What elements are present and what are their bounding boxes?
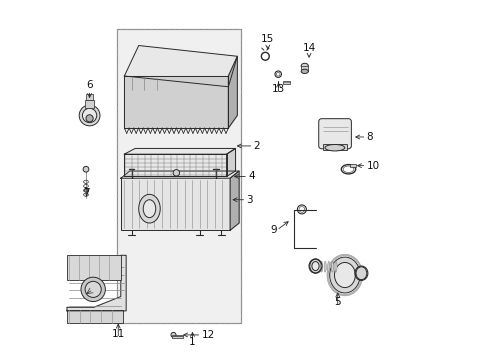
Bar	[301, 66, 308, 71]
Bar	[67, 255, 121, 280]
Text: 5: 5	[334, 297, 340, 307]
Polygon shape	[230, 171, 239, 230]
Text: 7: 7	[82, 188, 89, 198]
Text: 8: 8	[366, 132, 372, 142]
Ellipse shape	[301, 69, 308, 73]
Bar	[124, 154, 226, 176]
Bar	[67, 310, 122, 323]
Polygon shape	[117, 30, 241, 323]
Ellipse shape	[81, 277, 105, 302]
Ellipse shape	[320, 261, 322, 272]
Text: 3: 3	[246, 195, 252, 205]
Text: 11: 11	[111, 329, 124, 338]
Polygon shape	[124, 76, 228, 128]
Ellipse shape	[301, 63, 308, 69]
Ellipse shape	[309, 259, 321, 273]
Text: 14: 14	[302, 43, 315, 53]
Text: 13: 13	[271, 84, 285, 94]
Bar	[121, 178, 230, 230]
Polygon shape	[226, 148, 235, 176]
Text: 1: 1	[189, 337, 195, 347]
Ellipse shape	[171, 332, 176, 337]
Text: 15: 15	[261, 34, 274, 44]
Ellipse shape	[86, 115, 93, 122]
Text: 9: 9	[269, 225, 276, 235]
Bar	[124, 154, 226, 176]
Bar	[85, 100, 94, 108]
Polygon shape	[121, 171, 239, 178]
Polygon shape	[67, 255, 126, 311]
Ellipse shape	[327, 261, 329, 272]
Ellipse shape	[355, 267, 366, 280]
Text: 2: 2	[253, 141, 260, 151]
Ellipse shape	[311, 262, 319, 271]
Bar	[349, 164, 355, 167]
Ellipse shape	[85, 281, 101, 297]
Text: 10: 10	[366, 161, 379, 171]
Ellipse shape	[334, 262, 355, 288]
Ellipse shape	[324, 261, 325, 272]
Ellipse shape	[139, 194, 160, 223]
Ellipse shape	[325, 144, 344, 151]
Text: 6: 6	[86, 80, 93, 90]
Text: 12: 12	[201, 330, 214, 340]
Bar	[282, 81, 290, 84]
Bar	[322, 144, 346, 149]
Ellipse shape	[330, 261, 333, 272]
Ellipse shape	[173, 170, 179, 176]
Bar	[86, 94, 93, 100]
Ellipse shape	[82, 108, 97, 123]
Ellipse shape	[329, 257, 360, 293]
Polygon shape	[228, 56, 237, 128]
Bar	[171, 334, 183, 338]
Polygon shape	[124, 45, 237, 87]
Ellipse shape	[83, 166, 89, 172]
FancyBboxPatch shape	[318, 119, 351, 149]
Text: 4: 4	[247, 171, 254, 181]
Polygon shape	[124, 148, 235, 154]
Ellipse shape	[334, 261, 336, 272]
Ellipse shape	[143, 200, 155, 218]
Ellipse shape	[79, 105, 100, 126]
